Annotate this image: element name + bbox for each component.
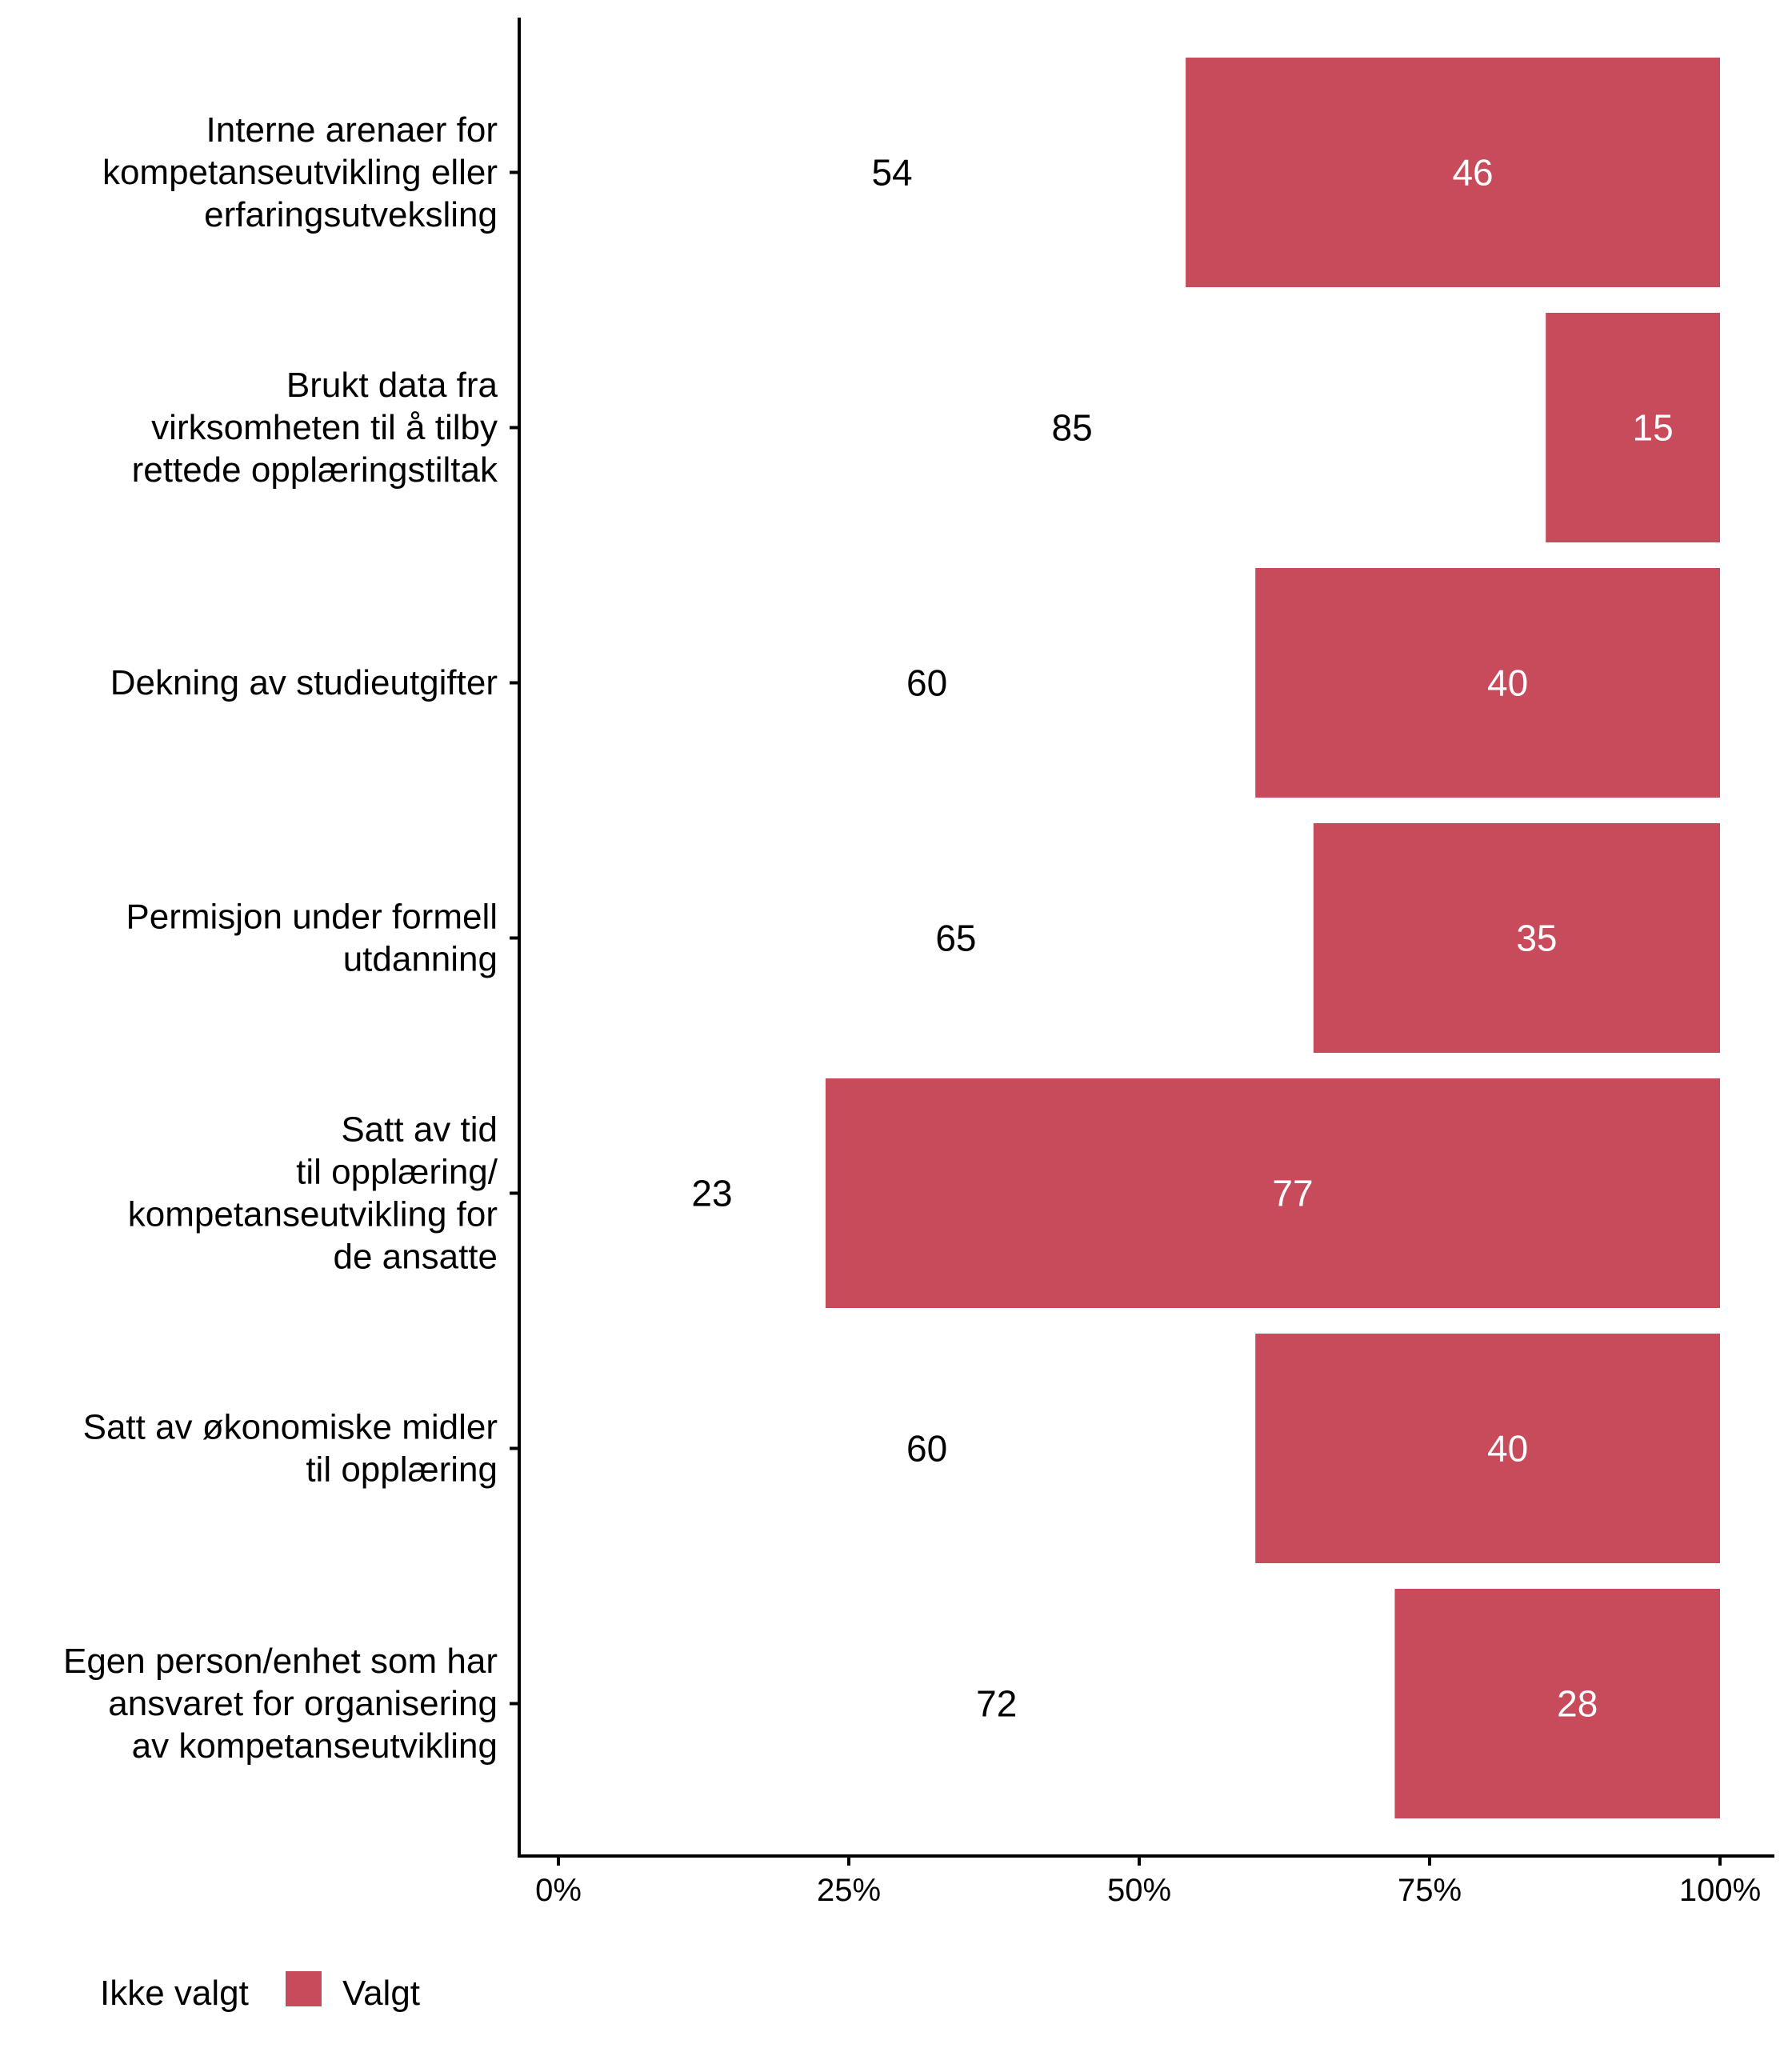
bar-ikke-valgt-0	[558, 58, 1186, 287]
value-label-valgt-1: 15	[1633, 407, 1674, 449]
value-label-valgt-3: 35	[1516, 918, 1557, 959]
value-label-valgt-5: 40	[1487, 1428, 1528, 1470]
category-label-4: Satt av tid til opplæring/kompetanseutvik…	[128, 1110, 498, 1277]
value-label-valgt-4: 77	[1272, 1173, 1313, 1214]
x-tick-label-3: 75%	[1398, 1873, 1462, 1908]
bar-ikke-valgt-1	[558, 313, 1546, 542]
value-label-valgt-0: 46	[1452, 152, 1493, 194]
category-label-2: Dekning av studieutgifter	[110, 663, 498, 702]
x-tick-label-0: 0%	[535, 1873, 582, 1908]
legend-label-ikke-valgt: Ikke valgt	[100, 1974, 249, 2013]
bar-ikke-valgt-5	[558, 1334, 1256, 1563]
bar-valgt-0	[1186, 58, 1720, 287]
bars-layer	[558, 58, 1720, 1818]
value-label-valgt-2: 40	[1487, 662, 1528, 704]
bar-ikke-valgt-2	[558, 568, 1256, 798]
bar-ikke-valgt-3	[558, 823, 1314, 1053]
value-label-ikke-valgt-3: 65	[935, 918, 976, 959]
bar-valgt-3	[1313, 823, 1720, 1053]
value-label-ikke-valgt-2: 60	[906, 662, 947, 704]
value-label-ikke-valgt-4: 23	[691, 1173, 732, 1214]
bar-valgt-2	[1255, 568, 1720, 798]
x-axis: 0% 25% 50% 75% 100%	[518, 1854, 1774, 1908]
category-label-3: Permisjon under formell utdanning	[126, 898, 498, 979]
legend-key-valgt	[286, 1971, 322, 2006]
category-label-6: Egen person/enhet som har ansvaret for or…	[63, 1642, 498, 1766]
legend-label-valgt: Valgt	[342, 1974, 420, 2013]
bar-valgt-6	[1394, 1589, 1720, 1818]
bar-ikke-valgt-4	[558, 1078, 826, 1308]
category-label-1: Brukt data fra virksomheten til å tilby re…	[132, 366, 498, 490]
value-label-ikke-valgt-6: 72	[976, 1683, 1017, 1725]
x-tick-label-2: 50%	[1107, 1873, 1171, 1908]
bar-valgt-5	[1255, 1334, 1720, 1563]
legend: Ikke valgt Valgt	[100, 1971, 420, 2013]
bar-valgt-4	[825, 1078, 1720, 1308]
x-tick-label-4: 100%	[1679, 1873, 1761, 1908]
y-axis: Interne arenaer for kompetanseutvikling e…	[63, 18, 521, 1858]
bar-valgt-1	[1546, 313, 1720, 542]
bar-ikke-valgt-6	[558, 1589, 1395, 1818]
value-label-ikke-valgt-5: 60	[906, 1428, 947, 1470]
x-tick-label-1: 25%	[817, 1873, 881, 1908]
category-label-0: Interne arenaer for kompetanseutvikling e…	[102, 110, 498, 234]
value-label-valgt-6: 28	[1557, 1683, 1598, 1725]
value-label-ikke-valgt-0: 54	[871, 152, 912, 194]
category-label-5: Satt av økonomiske midler til opplæring	[83, 1408, 498, 1490]
value-labels-layer: 54 46 85 15 60 40 65 35 23 77 60 40 72 28	[691, 152, 1673, 1725]
value-label-ikke-valgt-1: 85	[1052, 407, 1093, 449]
